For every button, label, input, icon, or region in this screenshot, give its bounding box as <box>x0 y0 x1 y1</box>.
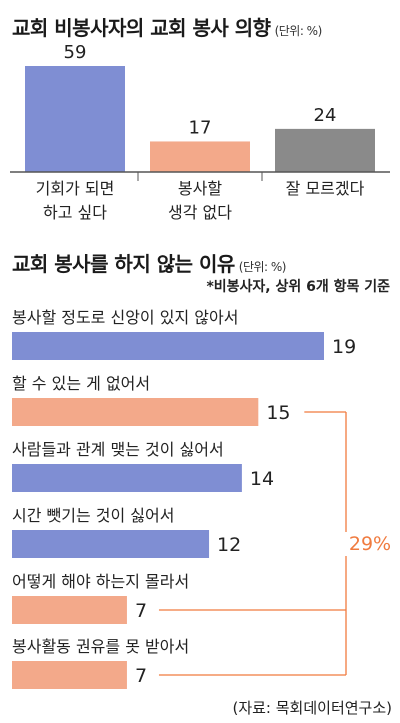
chart2-annotation-label: 29% <box>349 533 391 555</box>
chart2-category-label: 봉사활동 권유를 못 받아서 <box>12 637 189 656</box>
chart2-category-label: 봉사할 정도로 신앙이 있지 않아서 <box>12 308 238 327</box>
chart1-category-label: 기회가 되면 <box>36 179 115 198</box>
chart1-title: 교회 비봉사자의 교회 봉사 의향 (단위: %) <box>12 12 322 41</box>
chart2-subtitle: *비봉사자, 상위 6개 항목 기준 <box>206 279 390 295</box>
chart2-annotation-bg <box>342 532 394 556</box>
chart1-bar <box>275 128 375 172</box>
chart2-value-label: 19 <box>332 336 356 358</box>
chart1-category-label: 봉사할 <box>178 179 222 198</box>
chart2-value-label: 14 <box>250 468 274 490</box>
chart1-title-text: 교회 비봉사자의 교회 봉사 의향 <box>12 16 271 40</box>
chart2-title: 교회 봉사를 하지 않는 이유 (단위: %) <box>12 248 286 277</box>
chart1-value-label: 59 <box>64 42 87 63</box>
chart2-category-label: 어떻게 해야 하는지 몰라서 <box>12 572 189 591</box>
chart1-unit: (단위: %) <box>274 24 323 38</box>
chart1-category-label: 생각 없다 <box>168 203 232 222</box>
chart2-value-label: 15 <box>266 402 290 424</box>
chart2-value-label: 12 <box>217 534 241 556</box>
chart1-bar <box>150 141 250 172</box>
chart2-bar <box>12 661 127 689</box>
chart2-bar <box>12 398 259 426</box>
chart2-category-label: 사람들과 관계 맺는 것이 싫어서 <box>12 440 224 459</box>
chart2-value-label: 7 <box>135 600 147 622</box>
chart1-bar <box>25 66 125 172</box>
chart1-value-label: 17 <box>189 117 212 138</box>
source-note: (자료: 목회데이터연구소) <box>232 699 392 717</box>
chart2-category-label: 시간 뺏기는 것이 싫어서 <box>12 506 174 525</box>
chart2-value-label: 7 <box>135 665 147 687</box>
chart2-bar <box>12 464 242 492</box>
chart2-title-text: 교회 봉사를 하지 않는 이유 <box>12 252 235 276</box>
chart1-category-label: 하고 싶다 <box>43 203 107 222</box>
chart2-unit: (단위: %) <box>238 260 287 274</box>
chart2-bar <box>12 530 210 558</box>
chart1-value-label: 24 <box>314 105 337 126</box>
chart2-bar <box>12 596 127 624</box>
chart2-category-label: 할 수 있는 게 없어서 <box>12 374 150 393</box>
chart2-bar <box>12 332 324 360</box>
chart1-category-label: 잘 모르겠다 <box>286 179 365 198</box>
